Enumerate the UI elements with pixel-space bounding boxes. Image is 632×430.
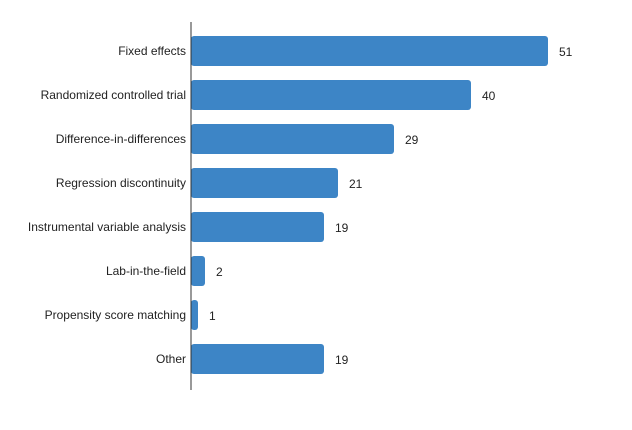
- bar: [191, 344, 324, 374]
- value-label: 40: [482, 89, 496, 103]
- bar: [191, 300, 198, 330]
- bar: [191, 256, 205, 286]
- value-label: 1: [209, 309, 216, 323]
- bar: [191, 80, 471, 110]
- value-label: 21: [349, 177, 363, 191]
- category-label: Instrumental variable analysis: [28, 220, 186, 234]
- category-label: Propensity score matching: [45, 308, 186, 322]
- category-label: Randomized controlled trial: [41, 88, 186, 102]
- value-label: 19: [335, 221, 349, 235]
- value-label: 51: [559, 45, 573, 59]
- bar: [191, 124, 394, 154]
- category-label: Other: [156, 352, 186, 366]
- value-label: 2: [216, 265, 223, 279]
- bar: [191, 168, 338, 198]
- category-label: Lab-in-the-field: [106, 264, 186, 278]
- category-label: Fixed effects: [118, 44, 186, 58]
- category-label: Difference-in-differences: [56, 132, 186, 146]
- bar: [191, 212, 324, 242]
- bar: [191, 36, 548, 66]
- value-label: 29: [405, 133, 419, 147]
- category-label: Regression discontinuity: [56, 176, 186, 190]
- value-label: 19: [335, 353, 349, 367]
